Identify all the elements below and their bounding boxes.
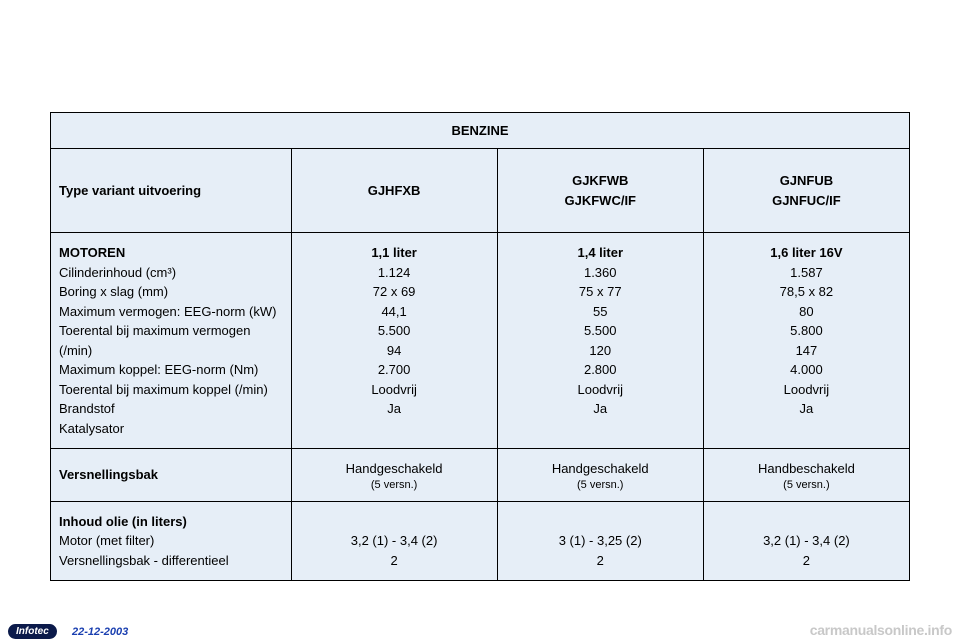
- motoren-row-0: Cilinderinhoud (cm³): [59, 263, 283, 283]
- header-col-2: GJNFUB GJNFUC/IF: [703, 149, 909, 233]
- motoren-c2-v4: 147: [712, 341, 901, 361]
- header-label-cell: Type variant uitvoering: [51, 149, 292, 233]
- footer: Infotec 22-12-2003 carmanualsonline.info: [0, 619, 960, 641]
- motoren-c2-v7: Ja: [712, 399, 901, 419]
- header-col-0: GJHFXB: [291, 149, 497, 233]
- motoren-c1-v2: 55: [506, 302, 695, 322]
- motoren-c0-v7: Ja: [300, 399, 489, 419]
- motoren-row-4: Maximum koppel: EEG-norm (Nm): [59, 360, 283, 380]
- table-title: BENZINE: [51, 113, 910, 149]
- motoren-c2-v1: 78,5 x 82: [712, 282, 901, 302]
- motoren-c0-v5: 2.700: [300, 360, 489, 380]
- oil-col-1: 3 (1) - 3,25 (2) 2: [497, 501, 703, 581]
- motoren-col-0: 1,1 liter 1.124 72 x 69 44,1 5.500 94 2.…: [291, 233, 497, 449]
- motoren-col-1-header: 1,4 liter: [506, 243, 695, 263]
- gearbox-c1-sub: (5 versn.): [506, 479, 695, 491]
- gearbox-c0-main: Handgeschakeld: [300, 459, 489, 479]
- spec-table-container: BENZINE Type variant uitvoering GJHFXB G…: [50, 112, 910, 581]
- oil-row-1: Versnellingsbak - differentieel: [59, 551, 283, 571]
- gearbox-col-1: Handgeschakeld (5 versn.): [497, 449, 703, 502]
- oil-row-0: Motor (met filter): [59, 531, 283, 551]
- motoren-c1-v3: 5.500: [506, 321, 695, 341]
- motoren-col-1: 1,4 liter 1.360 75 x 77 55 5.500 120 2.8…: [497, 233, 703, 449]
- oil-labels: Inhoud olie (in liters) Motor (met filte…: [51, 501, 292, 581]
- motoren-row-2: Maximum vermogen: EEG-norm (kW): [59, 302, 283, 322]
- motoren-row-3: Toerental bij maximum vermogen (/min): [59, 321, 283, 360]
- motoren-row-1: Boring x slag (mm): [59, 282, 283, 302]
- motoren-c0-v4: 94: [300, 341, 489, 361]
- motoren-row-7: Katalysator: [59, 419, 283, 439]
- gearbox-c2-main: Handbeschakeld: [712, 459, 901, 479]
- motoren-c1-v0: 1.360: [506, 263, 695, 283]
- motoren-c1-v6: Loodvrij: [506, 380, 695, 400]
- header-col-1-main: GJKFWB: [506, 171, 695, 191]
- oil-c0-v1: 2: [300, 551, 489, 571]
- infotec-badge: Infotec: [8, 624, 57, 639]
- motoren-c0-v6: Loodvrij: [300, 380, 489, 400]
- motoren-c2-v2: 80: [712, 302, 901, 322]
- motoren-c2-v5: 4.000: [712, 360, 901, 380]
- header-col-2-main: GJNFUB: [712, 171, 901, 191]
- motoren-c0-v2: 44,1: [300, 302, 489, 322]
- header-col-1: GJKFWB GJKFWC/IF: [497, 149, 703, 233]
- header-col-1-sub: GJKFWC/IF: [506, 191, 695, 211]
- gearbox-c1-main: Handgeschakeld: [506, 459, 695, 479]
- motoren-c0-v0: 1.124: [300, 263, 489, 283]
- watermark: carmanualsonline.info: [810, 622, 952, 638]
- motoren-col-2-header: 1,6 liter 16V: [712, 243, 901, 263]
- oil-c1-v1: 2: [506, 551, 695, 571]
- gearbox-label: Versnellingsbak: [59, 467, 158, 482]
- motoren-col-0-header: 1,1 liter: [300, 243, 489, 263]
- header-col-0-main: GJHFXB: [300, 181, 489, 201]
- motoren-c1-v4: 120: [506, 341, 695, 361]
- motoren-row-6: Brandstof: [59, 399, 283, 419]
- gearbox-col-2: Handbeschakeld (5 versn.): [703, 449, 909, 502]
- oil-c2-v1: 2: [712, 551, 901, 571]
- header-col-2-sub: GJNFUC/IF: [712, 191, 901, 211]
- motoren-c1-v1: 75 x 77: [506, 282, 695, 302]
- motoren-c2-v0: 1.587: [712, 263, 901, 283]
- motoren-col-2: 1,6 liter 16V 1.587 78,5 x 82 80 5.800 1…: [703, 233, 909, 449]
- spec-table: BENZINE Type variant uitvoering GJHFXB G…: [50, 112, 910, 581]
- footer-date: 22-12-2003: [72, 626, 128, 638]
- motoren-c2-v3: 5.800: [712, 321, 901, 341]
- motoren-c0-v1: 72 x 69: [300, 282, 489, 302]
- gearbox-col-0: Handgeschakeld (5 versn.): [291, 449, 497, 502]
- motoren-c0-v3: 5.500: [300, 321, 489, 341]
- gearbox-c2-sub: (5 versn.): [712, 479, 901, 491]
- motoren-c1-v7: Ja: [506, 399, 695, 419]
- oil-c0-v0: 3,2 (1) - 3,4 (2): [300, 531, 489, 551]
- oil-c1-v0: 3 (1) - 3,25 (2): [506, 531, 695, 551]
- oil-c2-v0: 3,2 (1) - 3,4 (2): [712, 531, 901, 551]
- motoren-row-5: Toerental bij maximum koppel (/min): [59, 380, 283, 400]
- motoren-labels: MOTOREN Cilinderinhoud (cm³) Boring x sl…: [51, 233, 292, 449]
- gearbox-label-cell: Versnellingsbak: [51, 449, 292, 502]
- oil-col-2: 3,2 (1) - 3,4 (2) 2: [703, 501, 909, 581]
- gearbox-c0-sub: (5 versn.): [300, 479, 489, 491]
- oil-section-label: Inhoud olie (in liters): [59, 512, 283, 532]
- motoren-section-label: MOTOREN: [59, 243, 283, 263]
- motoren-c2-v6: Loodvrij: [712, 380, 901, 400]
- header-label: Type variant uitvoering: [59, 183, 201, 198]
- motoren-c1-v5: 2.800: [506, 360, 695, 380]
- oil-col-0: 3,2 (1) - 3,4 (2) 2: [291, 501, 497, 581]
